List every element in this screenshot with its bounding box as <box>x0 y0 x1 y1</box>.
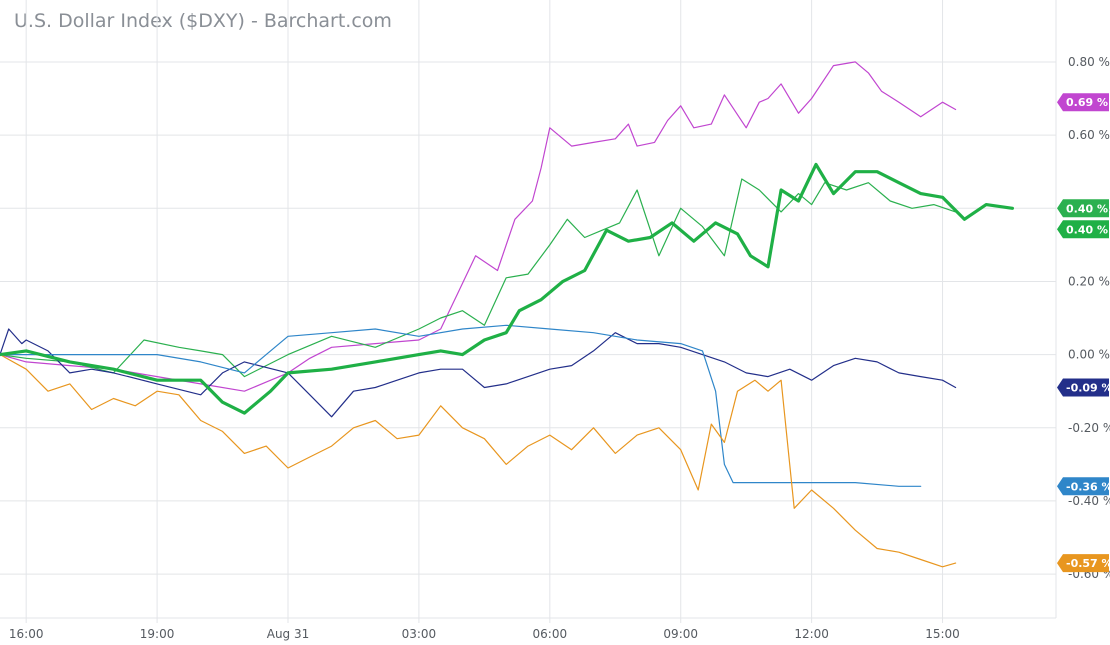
badge-shape <box>1057 220 1109 239</box>
series-line <box>0 328 957 418</box>
y-tick-label: -0.40 % <box>1068 494 1110 508</box>
last-value-badge: 0.69 % <box>1057 93 1109 112</box>
series-line <box>0 324 922 487</box>
y-tick-label: 0.60 % <box>1068 128 1110 142</box>
last-value-badge: -0.57 % <box>1057 554 1110 573</box>
badge-label: 0.69 % <box>1066 96 1108 109</box>
x-tick-label: 12:00 <box>794 627 829 641</box>
x-tick-label: 15:00 <box>925 627 960 641</box>
badge-shape <box>1057 477 1109 496</box>
x-tick-label: 09:00 <box>663 627 698 641</box>
last-value-badge: -0.36 % <box>1057 477 1110 496</box>
y-tick-label: 0.20 % <box>1068 274 1110 288</box>
last-value-badges: 0.69 % 0.40 % 0.40 % -0.09 % -0.36 % -0.57 % <box>1057 93 1110 573</box>
badge-shape <box>1057 378 1109 397</box>
series-lines <box>0 61 1014 568</box>
x-tick-label: 19:00 <box>140 627 175 641</box>
last-value-badge: -0.09 % <box>1057 378 1110 397</box>
x-tick-label: 16:00 <box>9 627 44 641</box>
y-tick-label: 0.00 % <box>1068 348 1110 362</box>
x-tick-label: 03:00 <box>402 627 437 641</box>
series-line <box>0 354 957 568</box>
badge-label: -0.57 % <box>1066 557 1110 570</box>
badge-shape <box>1057 93 1109 112</box>
badge-shape <box>1057 554 1109 573</box>
badge-label: -0.36 % <box>1066 480 1110 493</box>
grid-lines <box>0 0 1057 619</box>
series-line <box>0 162 1014 415</box>
badge-label: -0.09 % <box>1066 382 1110 395</box>
y-tick-label: -0.20 % <box>1068 421 1110 435</box>
y-tick-label: 0.80 % <box>1068 55 1110 69</box>
badge-shape <box>1057 199 1109 218</box>
x-axis: 16:00 19:00 Aug 31 03:00 06:00 09:00 12:00 15:0… <box>9 618 960 641</box>
y-axis: 0.80 % 0.60 % 0.40 % 0.20 % 0.00 % -0.20 % -0.… <box>1068 55 1110 581</box>
chart-title: U.S. Dollar Index ($DXY) - Barchart.com <box>14 10 392 32</box>
last-value-badge: 0.40 % <box>1057 199 1109 218</box>
series-line <box>0 61 957 392</box>
x-tick-label: Aug 31 <box>267 627 310 641</box>
x-tick-label: 06:00 <box>533 627 568 641</box>
badge-label: 0.40 % <box>1066 202 1108 215</box>
last-value-badge: 0.40 % <box>1057 220 1109 239</box>
badge-label: 0.40 % <box>1066 223 1108 236</box>
series-line <box>0 178 957 378</box>
